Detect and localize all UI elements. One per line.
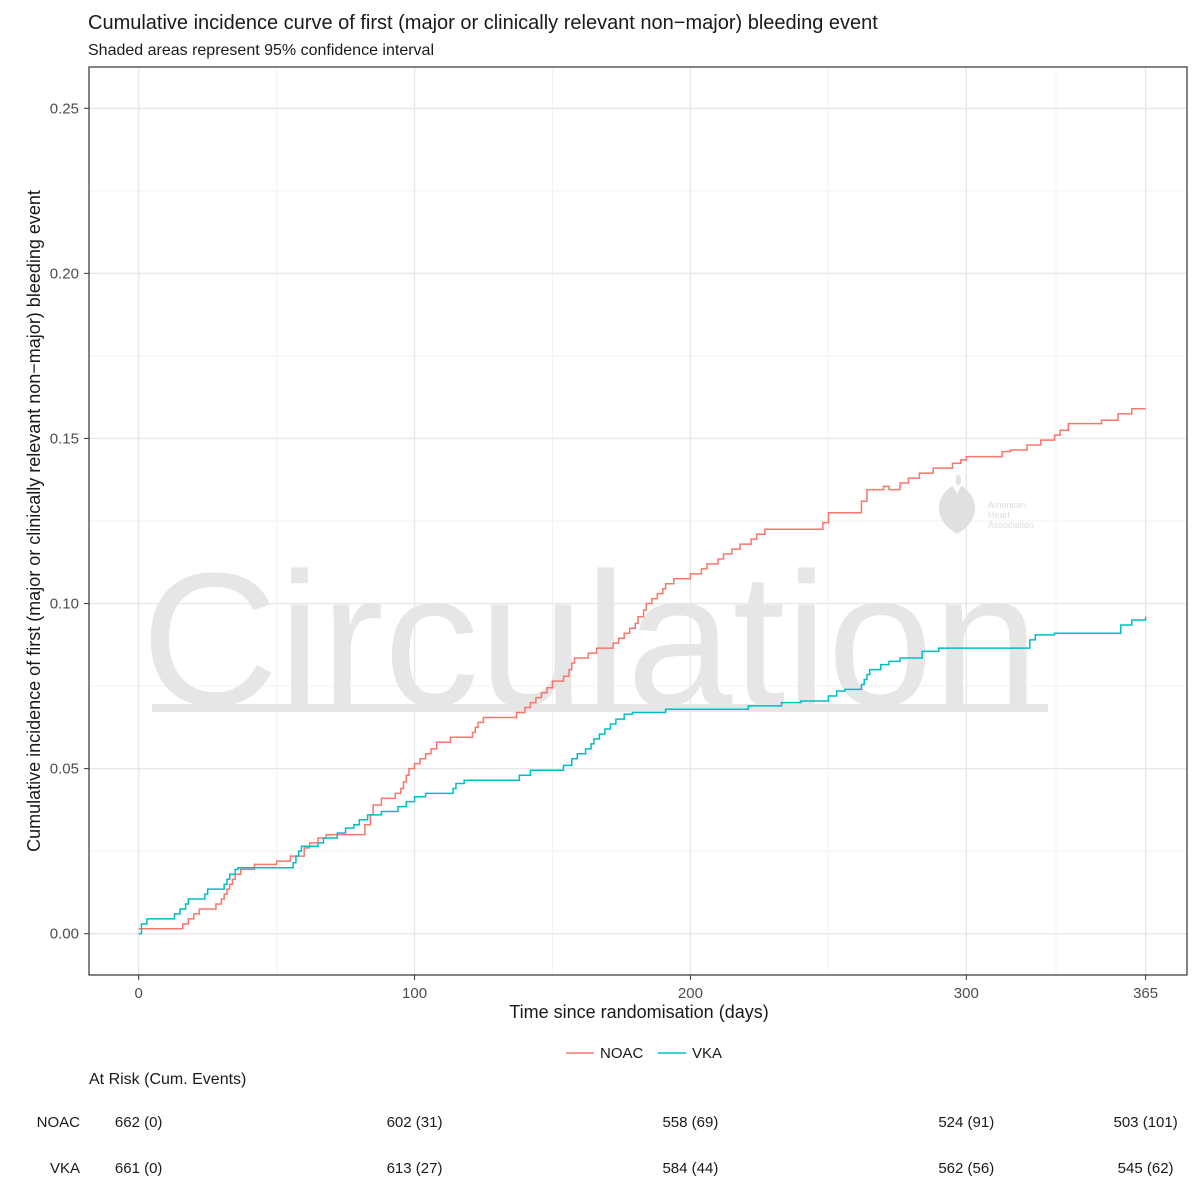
series-lines (138, 407, 1147, 935)
y-axis-ticks: 0.00 0.05 0.10 0.15 0.20 0.25 (50, 100, 89, 943)
legend-label-vka: VKA (692, 1045, 722, 1062)
y-tick-label: 0.05 (50, 761, 79, 778)
risk-cell: 562 (56) (938, 1160, 994, 1177)
series-line-noac (138, 407, 1146, 930)
y-tick-label: 0.10 (50, 596, 79, 613)
risk-cell: 662 (0) (115, 1114, 163, 1131)
heart-torch-icon (939, 474, 975, 534)
x-tick-label: 200 (678, 985, 703, 1002)
aha-logo-line-1: American (988, 500, 1026, 510)
plot-panel: Circulation American Heart Association (88, 66, 1188, 976)
watermark-text: Circulation (141, 534, 1039, 746)
y-tick-label: 0.20 (50, 265, 79, 282)
watermark-underline (152, 704, 1048, 712)
risk-cell: 584 (44) (662, 1160, 718, 1177)
x-tick-label: 100 (402, 985, 427, 1002)
aha-logo: American Heart Association (939, 474, 1034, 534)
legend-label-noac: NOAC (600, 1045, 644, 1062)
risk-row-label: NOAC (37, 1114, 81, 1131)
risk-row-label: VKA (50, 1160, 80, 1177)
chart-subtitle: Shaded areas represent 95% confidence in… (88, 42, 434, 59)
x-tick-label: 300 (954, 985, 979, 1002)
series-line-vka (138, 616, 1147, 935)
x-axis-ticks: 0 100 200 300 365 (134, 975, 1158, 1002)
legend: NOAC VKA (566, 1045, 722, 1062)
x-axis-title: Time since randomisation (days) (509, 1002, 768, 1022)
y-axis-title: Cumulative incidence of first (major or … (24, 190, 44, 852)
risk-table-header: At Risk (Cum. Events) (89, 1071, 246, 1088)
risk-cell: 613 (27) (387, 1160, 443, 1177)
aha-logo-line-3: Association (988, 520, 1034, 530)
y-tick-label: 0.25 (50, 100, 79, 117)
risk-cell: 503 (101) (1114, 1114, 1178, 1131)
panel-border (88, 66, 1188, 976)
risk-cell: 602 (31) (387, 1114, 443, 1131)
risk-cell: 661 (0) (115, 1160, 163, 1177)
aha-logo-line-2: Heart (988, 510, 1011, 520)
chart-title: Cumulative incidence curve of first (maj… (88, 12, 878, 34)
risk-cell: 524 (91) (938, 1114, 994, 1131)
y-tick-label: 0.15 (50, 430, 79, 447)
risk-cell: 558 (69) (662, 1114, 718, 1131)
y-tick-label: 0.00 (50, 926, 79, 943)
x-tick-label: 365 (1133, 985, 1158, 1002)
x-tick-label: 0 (134, 985, 142, 1002)
risk-table: NOAC 662 (0) 602 (31) 558 (69) 524 (91) 503 (… (37, 1114, 1178, 1177)
risk-cell: 545 (62) (1118, 1160, 1174, 1177)
grid-lines (89, 67, 1187, 975)
